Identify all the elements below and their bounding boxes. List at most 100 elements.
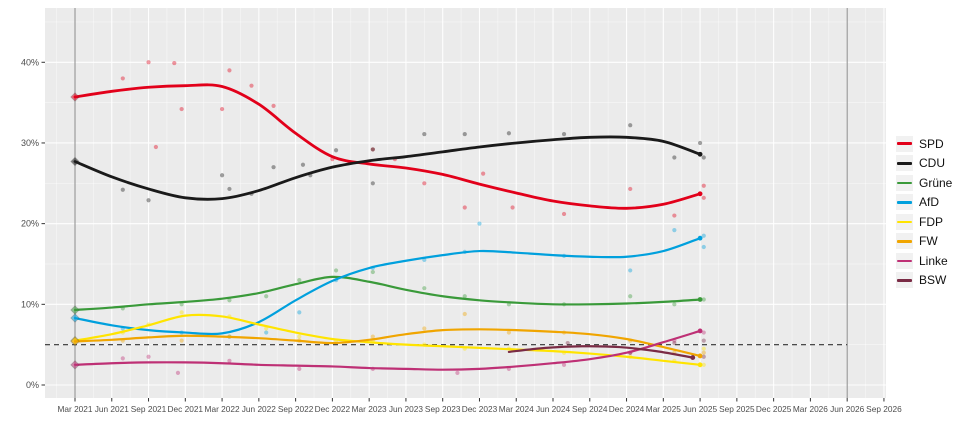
legend-key-icon [896, 233, 913, 250]
x-tick-label: Jun 2023 [389, 404, 424, 414]
poll-point-spd [227, 68, 232, 73]
x-tick-label: Dec 2024 [609, 404, 645, 414]
trend-line-bsw [507, 345, 694, 359]
poll-point-fdp [179, 310, 184, 315]
poll-point-bsw [565, 340, 570, 346]
legend-swatch-fw [897, 240, 912, 243]
poll-point-spd [628, 186, 633, 192]
legend-swatch-afd [897, 201, 912, 204]
legend-item-fw: FW [896, 232, 952, 252]
poll-point-afd [672, 227, 677, 233]
y-tick-label: 0% [26, 380, 39, 390]
poll-point-cdu [219, 173, 225, 178]
poll-point-spd [422, 181, 427, 186]
legend-item-spd: SPD [896, 134, 952, 154]
x-tick-label: Jun 2021 [95, 404, 130, 414]
legend-swatch-cdu [897, 161, 912, 165]
poll-point-cdu [506, 131, 511, 136]
poll-point-cdu [370, 181, 375, 186]
poll-point-spd [172, 60, 177, 66]
poll-point-spd [701, 195, 706, 200]
x-tick-label: Sep 2025 [719, 404, 755, 414]
trend-endpoint-afd [697, 235, 703, 241]
trend-endpoint-cdu [697, 151, 703, 157]
poll-point-cdu [120, 187, 125, 192]
poll-point-grüne [333, 268, 339, 273]
poll-point-bsw [672, 340, 677, 346]
x-tick-label: Jun 2025 [683, 404, 718, 414]
poll-point-afd [701, 233, 706, 238]
legend-swatch-linke [897, 259, 912, 262]
x-tick-label: Mar 2026 [793, 404, 828, 414]
poll-point-linke [701, 330, 706, 335]
poll-point-grüne [227, 298, 232, 303]
election-result-marker-spd [70, 92, 80, 102]
poll-point-linke [455, 370, 460, 375]
election-result-marker-cdu [70, 156, 80, 167]
x-tick-label: Mar 2024 [499, 404, 534, 414]
legend-item-fdp: FDP [896, 212, 952, 232]
election-result-marker-afd [70, 313, 80, 323]
poll-point-spd [179, 106, 184, 112]
poll-point-spd [219, 106, 225, 112]
y-tick-label: 20% [21, 219, 39, 229]
poll-point-fw [506, 330, 511, 335]
trend-line-spd [73, 83, 702, 210]
poll-point-cdu [333, 148, 339, 153]
x-tick-label: Sep 2026 [866, 404, 902, 414]
x-tick-label: Mar 2022 [205, 404, 240, 414]
poll-point-spd [510, 205, 515, 210]
legend-key-icon [896, 155, 913, 172]
poll-point-grüne [370, 269, 375, 275]
x-tick-label: Dec 2025 [756, 404, 792, 414]
poll-point-spd [249, 83, 254, 88]
legend-label-spd: SPD [919, 136, 944, 151]
legend-item-afd: AfD [896, 193, 952, 213]
poll-point-grüne [672, 302, 677, 307]
poll-point-spd [146, 60, 151, 65]
x-tick-label: Mar 2021 [57, 404, 92, 414]
legend-label-cdu: CDU [919, 156, 945, 171]
legend-swatch-grüne [897, 181, 912, 184]
poll-point-spd [481, 171, 486, 176]
poll-point-cdu [227, 186, 232, 192]
x-tick-label: Jun 2024 [536, 404, 571, 414]
x-tick-label: Jun 2026 [830, 404, 865, 414]
legend-key-icon [896, 194, 913, 211]
poll-point-spd [370, 147, 375, 152]
legend-item-cdu: CDU [896, 154, 952, 174]
legend-label-bsw: BSW [919, 273, 947, 288]
x-tick-label: Sep 2024 [572, 404, 608, 414]
poll-point-cdu [300, 162, 306, 167]
legend-label-grüne: Grüne [919, 175, 953, 190]
poll-point-spd [271, 103, 276, 108]
x-tick-label: Sep 2022 [278, 404, 314, 414]
poll-point-spd [153, 144, 158, 150]
legend-swatch-fdp [897, 220, 912, 223]
poll-point-cdu [672, 155, 677, 160]
legend-swatch-spd [897, 142, 912, 146]
poll-point-cdu [697, 140, 703, 146]
legend-label-linke: Linke [919, 253, 948, 268]
legend-key-icon [896, 135, 913, 152]
poll-point-grüne [701, 297, 706, 302]
trend-line-grüne [73, 275, 702, 312]
poll-point-grüne [297, 278, 302, 283]
y-tick-label: 10% [21, 299, 39, 309]
trend-line-fw [73, 328, 702, 358]
poll-point-linke [146, 354, 151, 359]
poll-point-bsw [701, 354, 706, 359]
trend-endpoint-bsw [690, 355, 696, 360]
poll-point-linke [175, 370, 181, 375]
poll-point-afd [264, 330, 269, 335]
x-tick-label: Dec 2021 [168, 404, 204, 414]
election-result-marker-fw [70, 336, 80, 347]
poll-point-cdu [370, 147, 375, 152]
trend-endpoint-spd [697, 191, 703, 197]
poll-point-afd [628, 268, 633, 273]
legend-item-bsw: BSW [896, 271, 952, 291]
poll-point-linke [561, 362, 567, 367]
poll-point-cdu [462, 131, 467, 137]
x-tick-label: Sep 2021 [131, 404, 167, 414]
